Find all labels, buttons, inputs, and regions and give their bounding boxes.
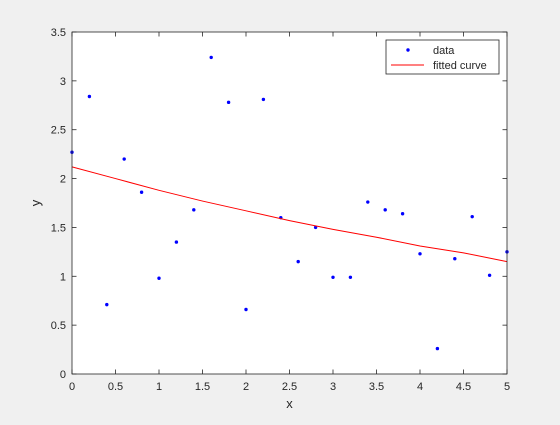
data-point	[139, 190, 144, 194]
y-tick-label: 3	[60, 76, 66, 88]
data-point	[383, 208, 387, 212]
y-axis-label: y	[28, 199, 43, 206]
series-layer	[70, 55, 509, 351]
y-tick-label: 2	[60, 174, 66, 186]
axes-layer: 0 0.5 1 1.5 2 2.5 3 3.5 4 4.5 5 0 0.5 1 1.5 2 2.5 3 3.5	[51, 27, 510, 393]
x-tick-label: 5	[504, 381, 510, 393]
x-tick-label: 3.5	[369, 381, 384, 393]
legend-label: fitted curve	[433, 60, 487, 72]
legend-label: data	[433, 45, 455, 57]
y-tick-label: 0.5	[51, 320, 66, 332]
x-tick-label: 2	[243, 381, 249, 393]
data-point	[226, 100, 231, 105]
y-tick-label: 3.5	[51, 27, 66, 39]
data-point	[313, 225, 318, 230]
y-tick-label: 0	[60, 369, 66, 381]
data-point	[157, 276, 161, 280]
x-tick-label: 4	[417, 381, 423, 393]
data-point	[400, 212, 405, 216]
y-tick-label: 2.5	[51, 125, 66, 137]
data-point	[435, 346, 440, 351]
legend-box	[385, 39, 500, 75]
data-point	[366, 200, 370, 204]
legend-swatch-point	[406, 48, 410, 52]
data-point	[192, 208, 196, 212]
data-point	[105, 302, 109, 307]
x-tick-label: 2.5	[282, 381, 297, 393]
x-axis-label: x	[286, 396, 293, 411]
data-point	[331, 275, 335, 279]
data-point	[174, 240, 179, 244]
data-point	[244, 307, 248, 312]
data-point	[348, 275, 353, 279]
x-tick-label: 0.5	[108, 381, 123, 393]
data-point	[487, 273, 492, 278]
legend: data fitted curve	[385, 39, 500, 75]
x-tick-label: 3	[330, 381, 336, 393]
x-tick-label: 0	[69, 381, 75, 393]
y-tick-label: 1	[60, 271, 66, 283]
y-tick-label: 1.5	[51, 222, 66, 234]
x-tick-label: 1	[156, 381, 162, 393]
data-point	[209, 55, 213, 60]
plot-area	[72, 32, 507, 374]
data-point	[122, 157, 126, 161]
x-tick-label: 1.5	[195, 381, 210, 393]
data-point	[87, 94, 92, 99]
data-point	[296, 259, 300, 264]
data-point	[261, 97, 266, 102]
data-point	[453, 256, 457, 261]
data-point	[418, 252, 422, 256]
x-tick-label: 4.5	[456, 381, 471, 393]
data-point	[470, 214, 474, 219]
fitted-curve-line	[71, 166, 508, 263]
